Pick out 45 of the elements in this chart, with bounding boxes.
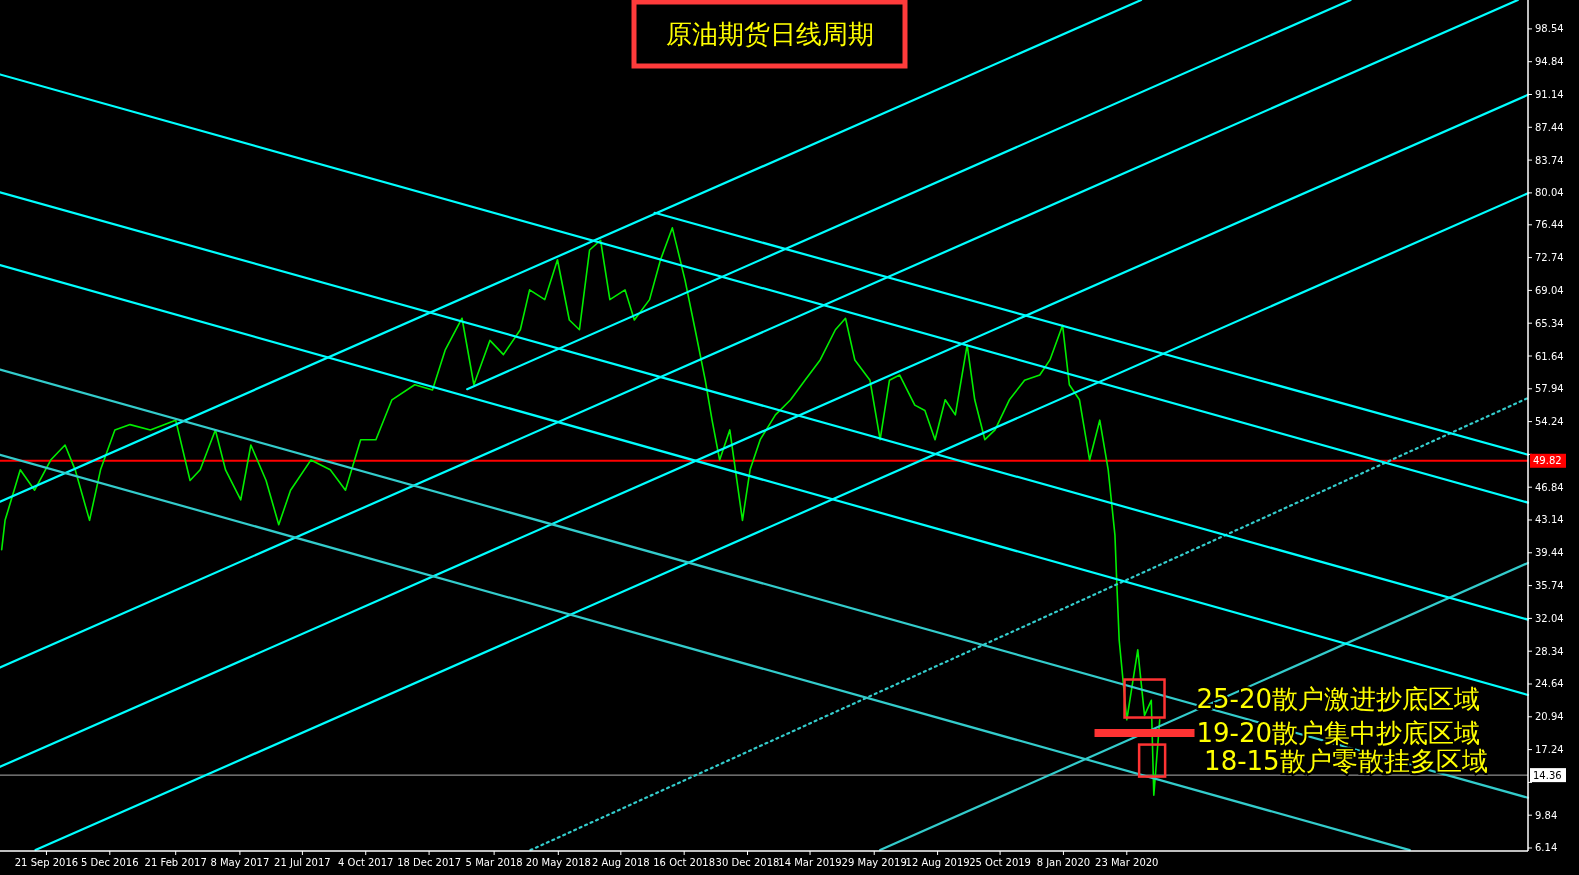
x-tick-label: 8 Jan 2020	[1036, 857, 1091, 868]
x-tick-label: 30 Dec 2018	[715, 857, 780, 868]
x-tick-label: 23 Mar 2020	[1095, 857, 1159, 868]
y-tick-label: 80.04	[1535, 187, 1564, 199]
x-tick-label: 4 Oct 2017	[338, 857, 394, 868]
y-tick-label: 98.54	[1535, 23, 1564, 35]
y-tick-label: 9.84	[1535, 809, 1558, 821]
y-tick-label: 76.44	[1535, 219, 1564, 231]
y-tick-label: 69.04	[1535, 284, 1564, 296]
x-tick-label: 21 Feb 2017	[144, 857, 207, 868]
y-tick-label: 83.74	[1535, 154, 1564, 166]
x-tick-label: 25 Oct 2019	[969, 857, 1031, 868]
y-tick-label: 61.64	[1535, 350, 1564, 362]
x-tick-label: 21 Jul 2017	[274, 857, 331, 868]
y-tick-label: 24.64	[1535, 678, 1564, 690]
x-tick-label: 16 Oct 2018	[653, 857, 716, 868]
x-tick-label: 21 Sep 2016	[14, 857, 79, 868]
y-tick-label: 72.74	[1535, 252, 1564, 264]
y-tick-label: 17.24	[1535, 744, 1564, 756]
x-tick-label: 14 Mar 2019	[778, 857, 842, 868]
y-tick-label: 6.14	[1535, 842, 1558, 854]
x-tick-label: 18 Dec 2017	[397, 857, 462, 868]
y-tick-label: 65.34	[1535, 317, 1564, 329]
x-tick-label: 5 Dec 2016	[81, 857, 139, 868]
x-tick-label: 5 Mar 2018	[465, 857, 523, 868]
text: 原油期货日线周期	[665, 19, 874, 50]
y-tick-label: 91.14	[1535, 89, 1564, 100]
y-tick-label: 57.94	[1535, 383, 1564, 395]
ref-line-label: 14.36	[1533, 769, 1562, 781]
y-tick-label: 87.44	[1535, 121, 1564, 133]
y-tick-label: 54.24	[1535, 416, 1564, 428]
y-tick-label: 28.34	[1535, 645, 1564, 657]
y-tick-label: 94.84	[1535, 56, 1564, 68]
x-tick-label: 20 May 2018	[525, 857, 591, 868]
x-tick-label: 12 Aug 2019	[905, 857, 970, 868]
x-tick-label: 2 Aug 2018	[591, 857, 650, 868]
ref-line-label: 49.82	[1533, 455, 1562, 467]
y-tick-label: 39.44	[1535, 547, 1564, 559]
x-tick-label: 8 May 2017	[210, 857, 270, 868]
x-tick-label: 29 May 2019	[841, 857, 907, 868]
y-tick-label: 46.84	[1535, 481, 1564, 493]
y-tick-label: 43.14	[1535, 514, 1564, 526]
y-tick-label: 32.04	[1535, 612, 1564, 624]
y-tick-label: 35.74	[1535, 580, 1564, 592]
y-tick-label: 20.94	[1535, 711, 1564, 723]
